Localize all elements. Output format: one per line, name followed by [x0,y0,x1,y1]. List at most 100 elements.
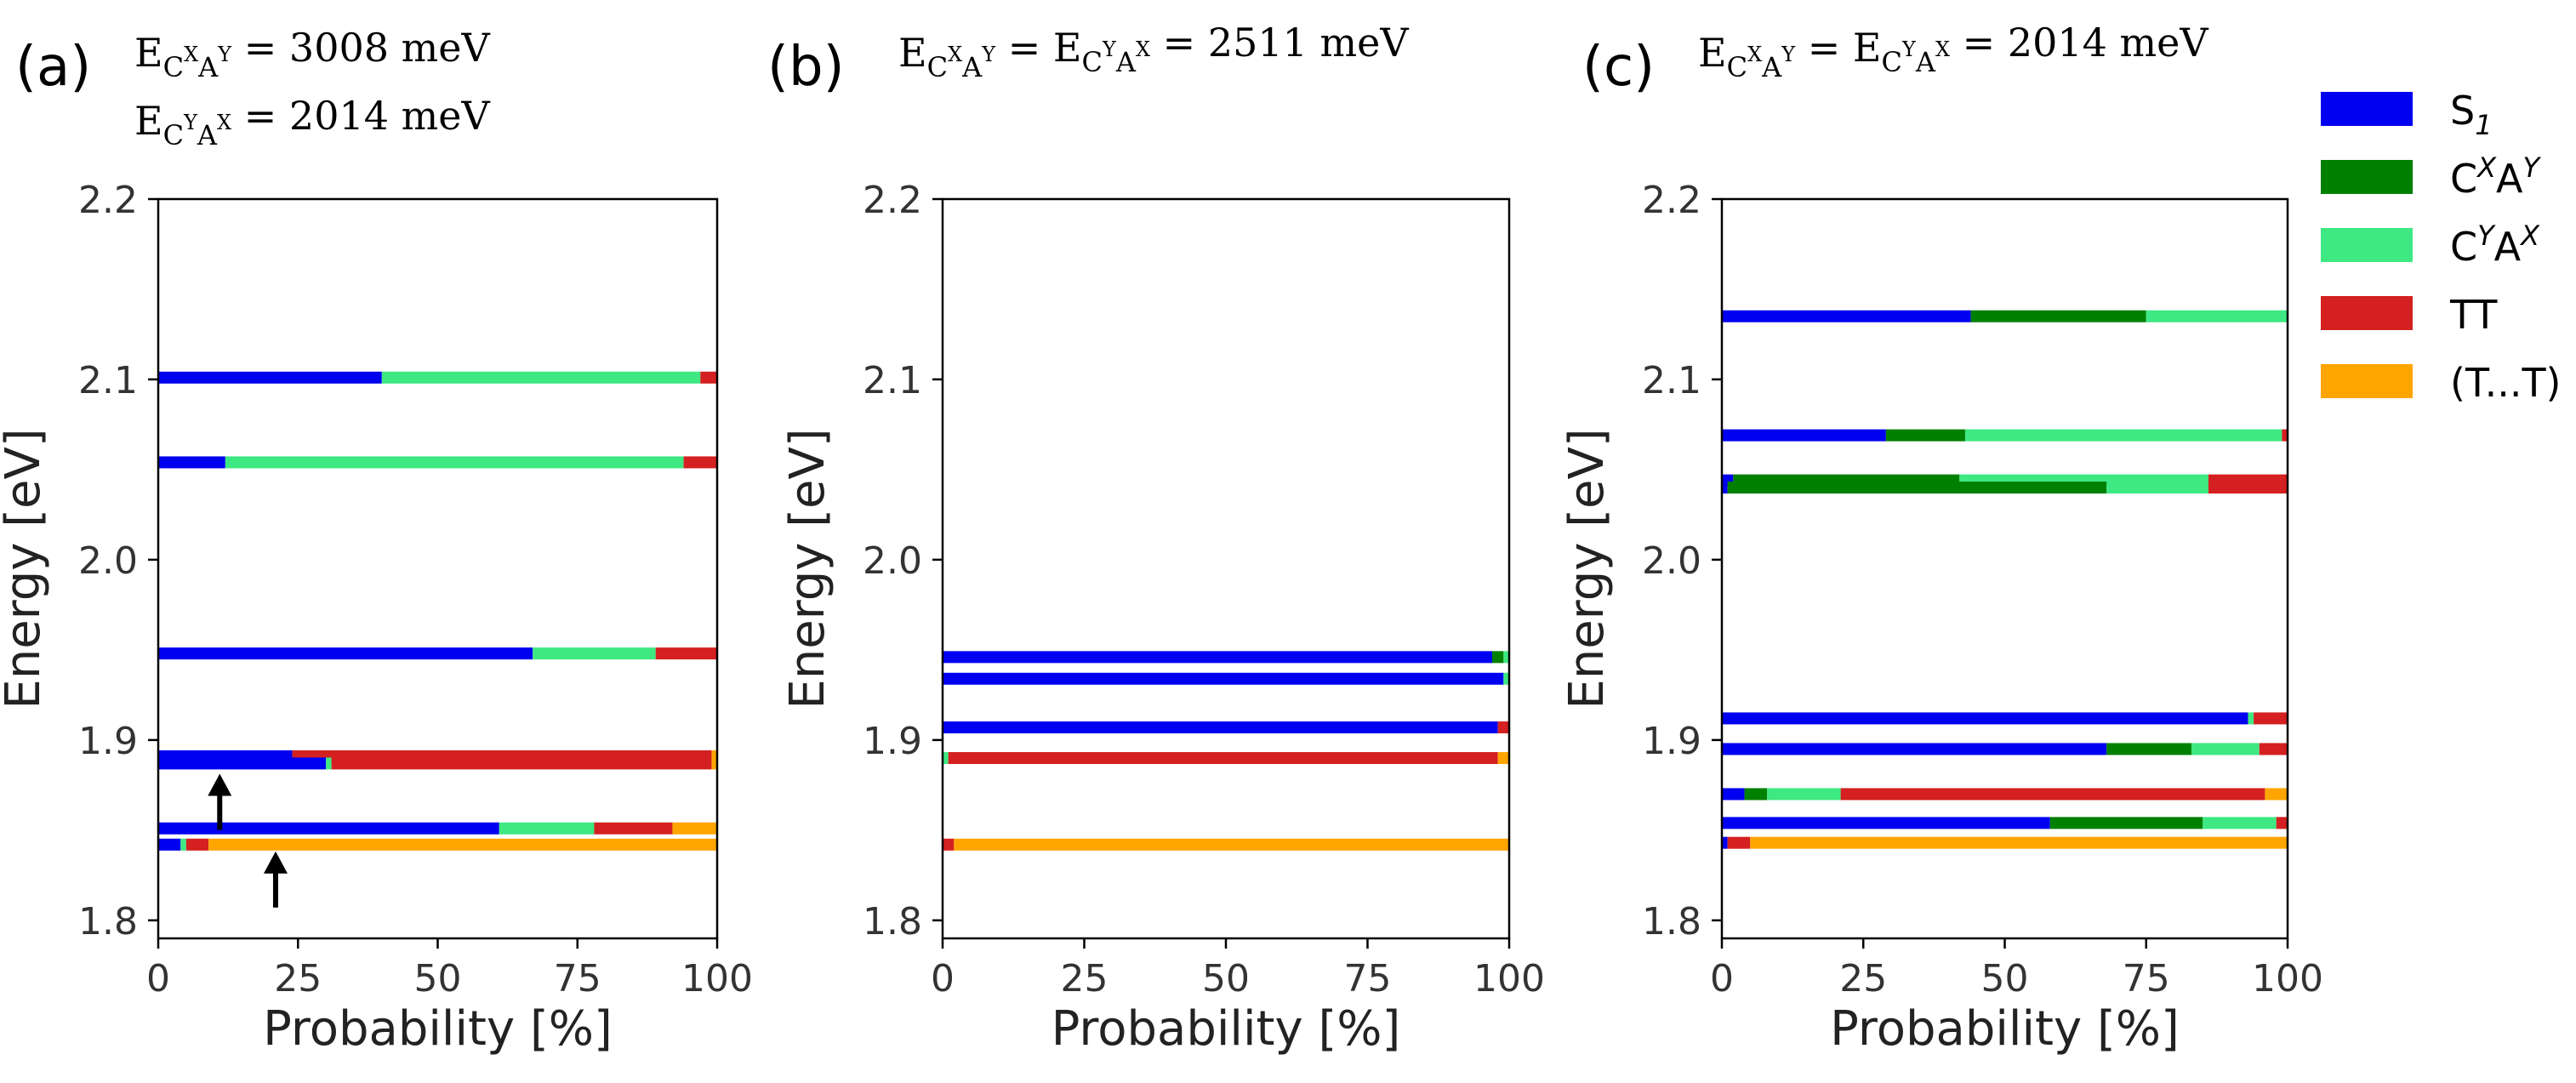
bar-segment-cyax [180,838,186,851]
level-c-1 [1722,429,2288,442]
legend-label: CXAY [2450,151,2542,202]
level-b-1 [943,672,1509,685]
level-b-3 [943,752,1509,765]
x-axis-label: Probability [%] [1051,1001,1401,1057]
x-tick-label: 0 [146,957,170,1000]
bar-segment-cxay [1727,482,2107,494]
panel-b: 0 25 50 75 100 1.8 1.9 2.0 2.1 2.2 Probability [%]… [767,20,1545,1057]
bar-segment-ttsep [208,838,717,851]
x-axis-label: Probability [%] [263,1001,613,1057]
bar-segment-tt [1497,721,1509,734]
y-axis-label: Energy [eV] [0,428,51,709]
bar-segment-s1 [1722,743,2107,755]
legend-label: S1 [2450,88,2493,141]
bar-segment-s1 [1722,712,2248,725]
x-tick-label: 25 [1061,957,1108,1000]
x-tick-label: 75 [2123,957,2170,1000]
bar-segment-tt [185,838,209,851]
bar-segment-cyax [326,757,332,770]
energy-annotation: ECXAY = ECYAX = 2014 meV [1698,20,2208,83]
bar-segment-cxay [1744,788,1768,801]
bar-segment-s1 [943,651,1493,664]
bar-segment-s1 [158,647,533,660]
x-tick-label: 75 [1344,957,1392,1000]
plot-frame [941,197,1511,940]
bar-segment-ttsep [672,822,717,835]
bar-segment-s1 [1722,310,1971,322]
panel-label: (b) [767,36,845,99]
x-tick-label: 100 [2252,957,2323,1000]
bar-segment-tt [2282,429,2288,442]
legend-swatch [2321,296,2413,330]
bar-segment-s1 [158,456,225,469]
level-a-4 [158,757,717,770]
legend-item-cxay: CXAY [2321,151,2542,202]
energy-annotation: ECXAY = ECYAX = 2511 meV [898,20,1409,83]
bar-segment-tt [683,456,717,469]
y-tick-label: 1.8 [78,900,138,943]
x-axis-label: Probability [%] [1830,1001,2180,1057]
bar-segment-s1 [158,822,499,835]
bar-segment-tt [2259,743,2288,755]
bar-segment-tt [655,647,717,660]
bar-segment-cyax [499,822,595,835]
bar-segment-cyax [943,752,949,765]
bar-segment-tt [700,371,717,384]
level-c-8 [1722,836,2288,849]
bar-segment-ttsep [954,838,1509,851]
bar-segment-s1 [158,757,327,770]
level-a-2 [158,647,717,660]
bar-segment-s1 [1722,788,1745,801]
legend-label: CYAX [2450,219,2540,270]
bar-segment-cyax [533,647,656,660]
legend-item-ttsep: (T...T) [2321,360,2562,406]
legend-swatch [2321,92,2413,126]
y-tick-label: 2.0 [863,539,922,583]
panel-label: (c) [1582,36,1655,99]
legend-swatch [2321,364,2413,398]
level-b-0 [943,651,1509,664]
bar-segment-s1 [943,672,1504,685]
bar-segment-tt [1840,788,2265,801]
bar-segment-tt [1727,836,1751,849]
bar-segment-cyax [381,371,701,384]
level-b-4 [943,838,1509,851]
level-b-2 [943,721,1509,734]
level-c-7 [1722,817,2288,829]
bar-segment-ttsep [1497,752,1509,765]
x-tick-label: 50 [414,957,462,1000]
energy-annotation: ECYAX = 2014 meV [134,93,490,151]
panel-c: 0 25 50 75 100 1.8 1.9 2.0 2.1 2.2 Probability [%]… [1559,20,2323,1057]
x-tick-label: 50 [1981,957,2029,1000]
bar-segment-tt [2208,482,2288,494]
level-c-0 [1722,310,2288,322]
bar-segment-tt [948,752,1498,765]
y-tick-label: 2.1 [1642,359,1701,402]
arrow-head [208,773,232,796]
legend-item-s1: S1 [2321,88,2493,141]
y-tick-label: 2.2 [1642,179,1701,222]
bar-segment-cxay [1970,310,2146,322]
energy-annotation: ECXAY = 3008 meV [134,25,490,83]
panel-label: (a) [15,36,91,99]
y-tick-label: 1.9 [78,720,138,763]
bar-segment-s1 [1722,817,2050,829]
bar-segment-cyax [1503,672,1509,685]
bar-segment-tt [2254,712,2288,725]
bar-segment-cyax [1767,788,1841,801]
level-a-6 [158,838,717,851]
level-c-4 [1722,712,2288,725]
legend-item-cyax: CYAX [2321,219,2540,270]
bar-segment-cyax [225,456,684,469]
bar-segment-ttsep [1750,836,2288,849]
y-axis-label: Energy [eV] [1559,428,1615,709]
level-c-6 [1722,788,2288,801]
bar-segment-tt [594,822,673,835]
legend-swatch [2321,228,2413,262]
legend: S1 CXAY CYAX TT (T...T) [2321,88,2562,406]
bar-segment-cyax [2203,817,2277,829]
y-tick-label: 1.9 [1642,720,1701,763]
legend-label: TT [2449,292,2498,338]
